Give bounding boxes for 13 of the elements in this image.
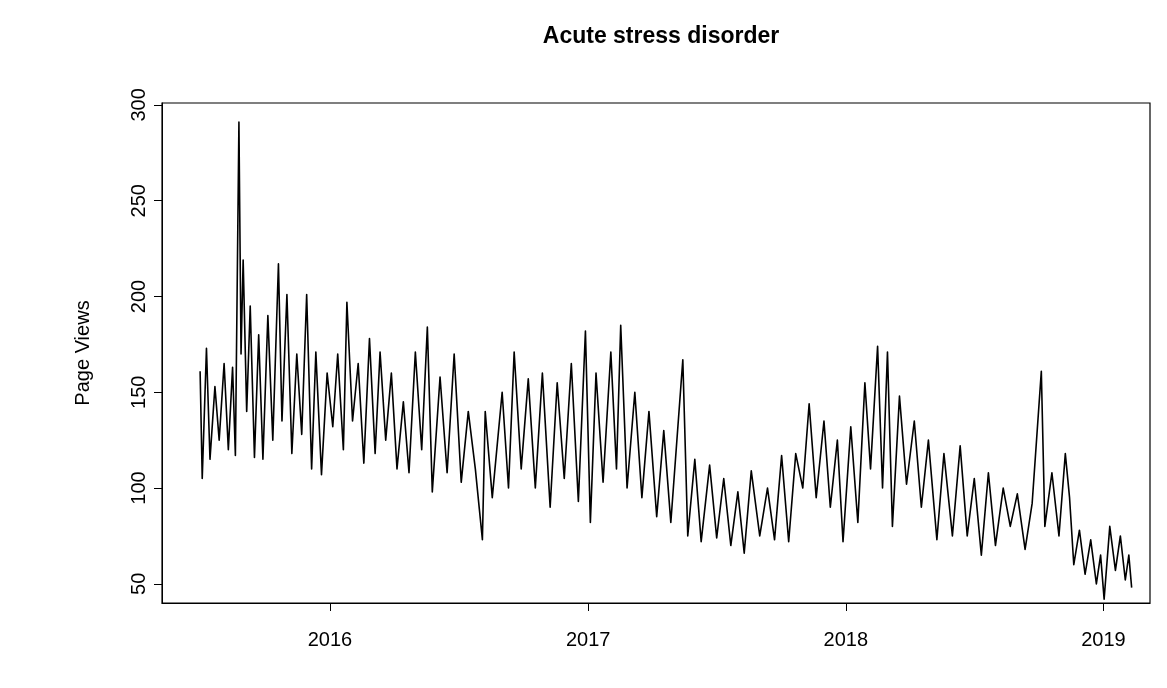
x-tick-label: 2016 [307, 628, 353, 650]
x-tick-label: 2019 [1081, 628, 1126, 650]
line-series [199, 121, 1133, 600]
y-axis-title: Page Views [71, 300, 93, 406]
y-tick-label: 250 [127, 184, 149, 218]
x-tick-label: 2018 [823, 628, 869, 650]
y-tick-label: 150 [127, 375, 149, 409]
y-tick-label: 100 [127, 471, 149, 505]
chart-title: Acute stress disorder [542, 21, 780, 48]
y-tick-label: 300 [127, 88, 149, 122]
y-tick-label: 200 [127, 279, 149, 314]
x-tick-label: 2017 [566, 628, 611, 650]
y-tick-label: 50 [127, 572, 149, 595]
